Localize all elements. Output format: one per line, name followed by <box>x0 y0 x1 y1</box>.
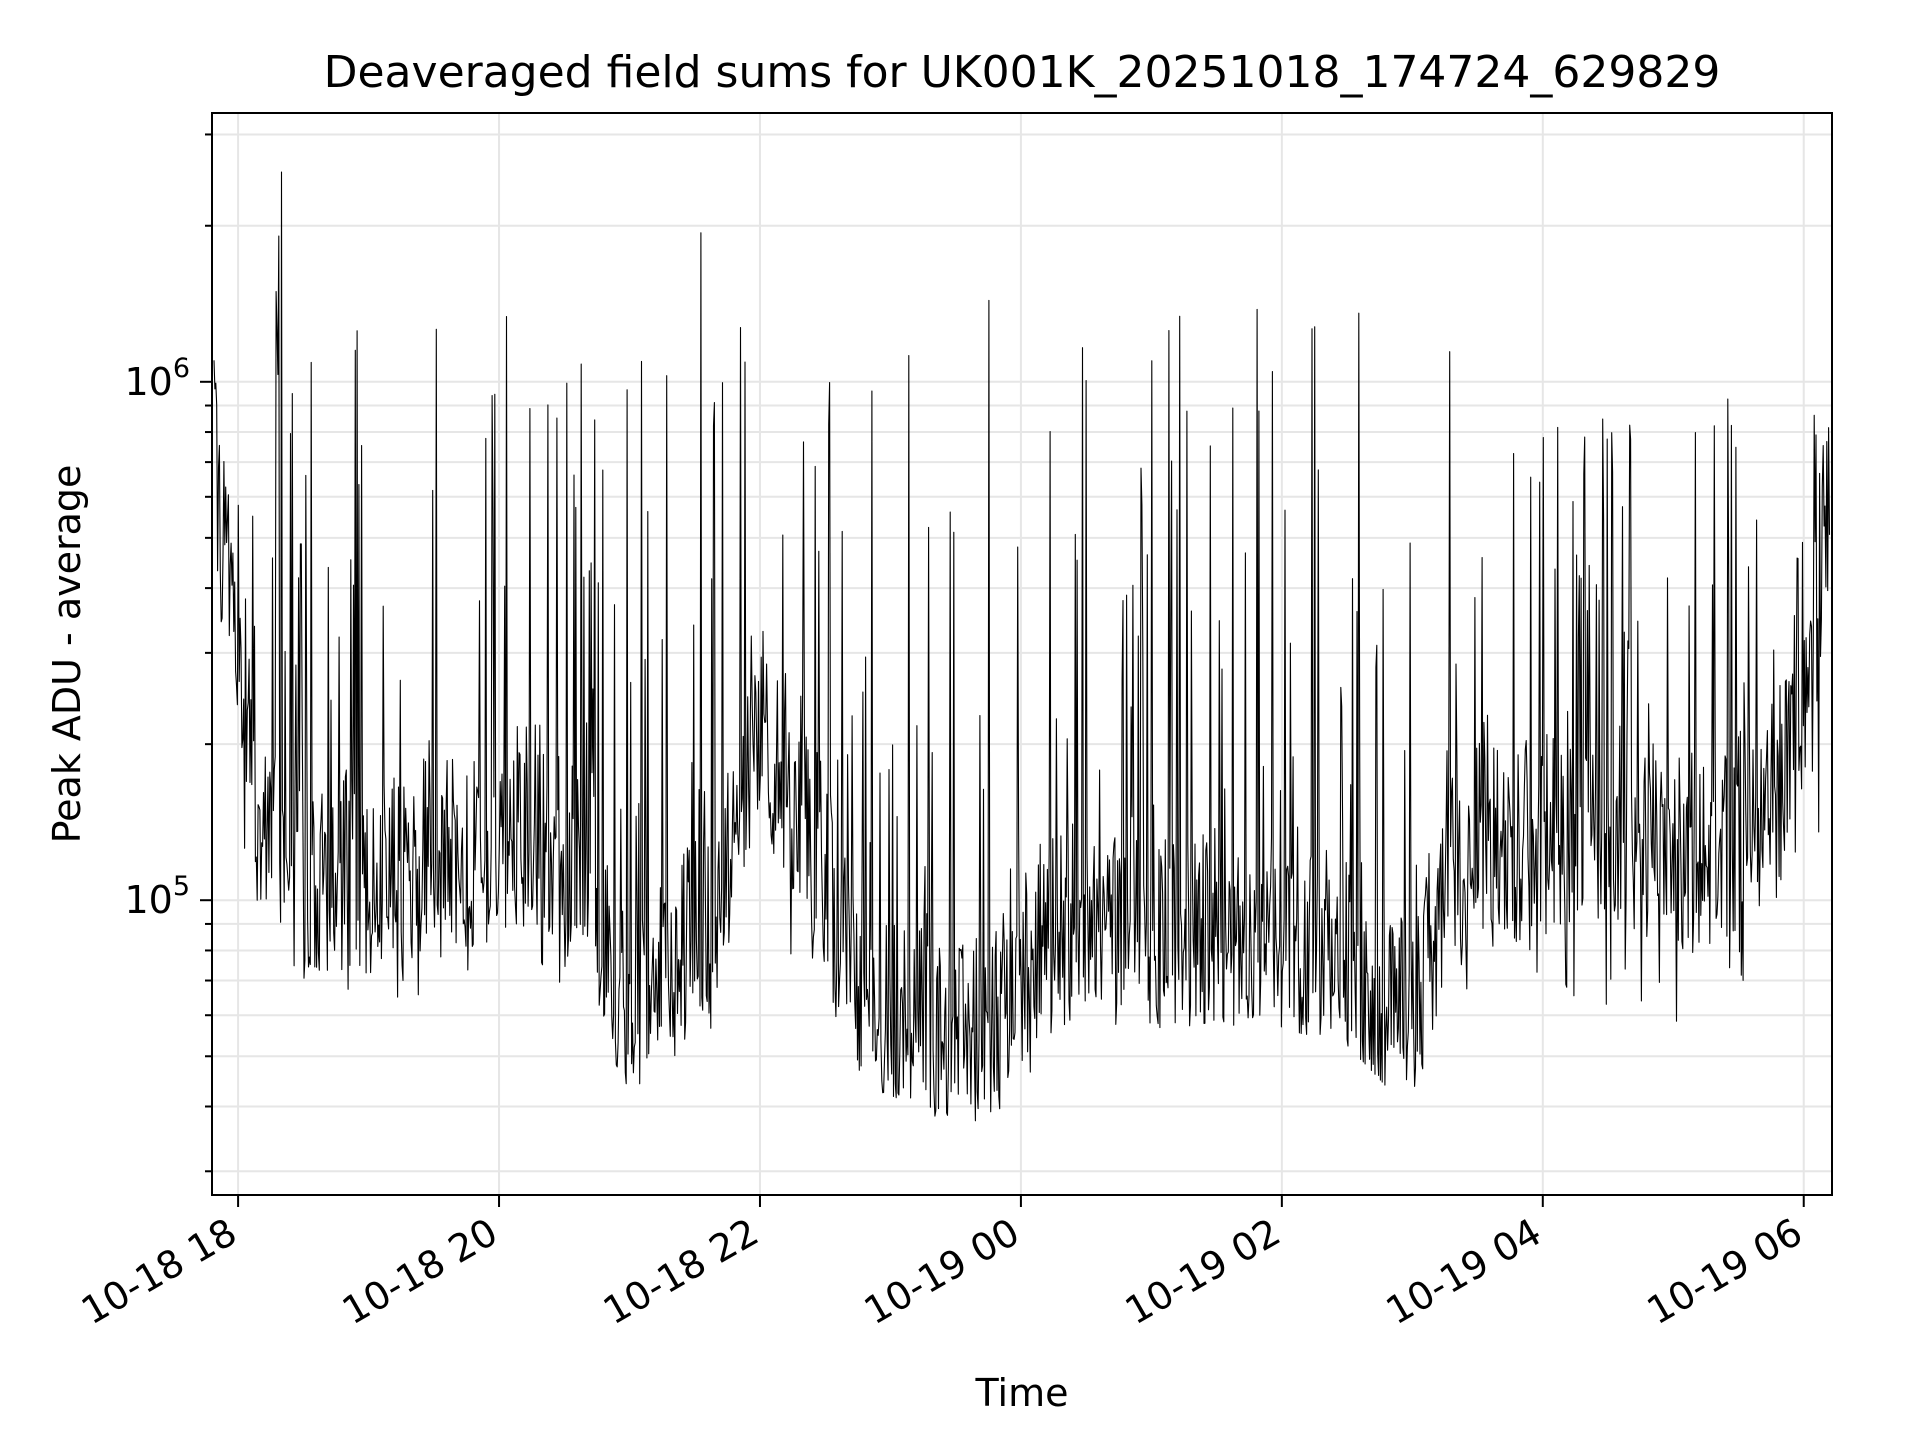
y-tick-label: 106 <box>124 353 190 404</box>
chart-title: Deaveraged field sums for UK001K_2025101… <box>324 47 1721 98</box>
grid-layer <box>212 113 1832 1195</box>
series-line <box>213 171 1831 1122</box>
y-tick-label: 105 <box>124 871 190 922</box>
data-layer <box>213 171 1831 1122</box>
x-axis-label: Time <box>975 1371 1069 1415</box>
plot-frame <box>211 112 1833 1196</box>
y-axis-label: Peak ADU - average <box>45 465 89 844</box>
